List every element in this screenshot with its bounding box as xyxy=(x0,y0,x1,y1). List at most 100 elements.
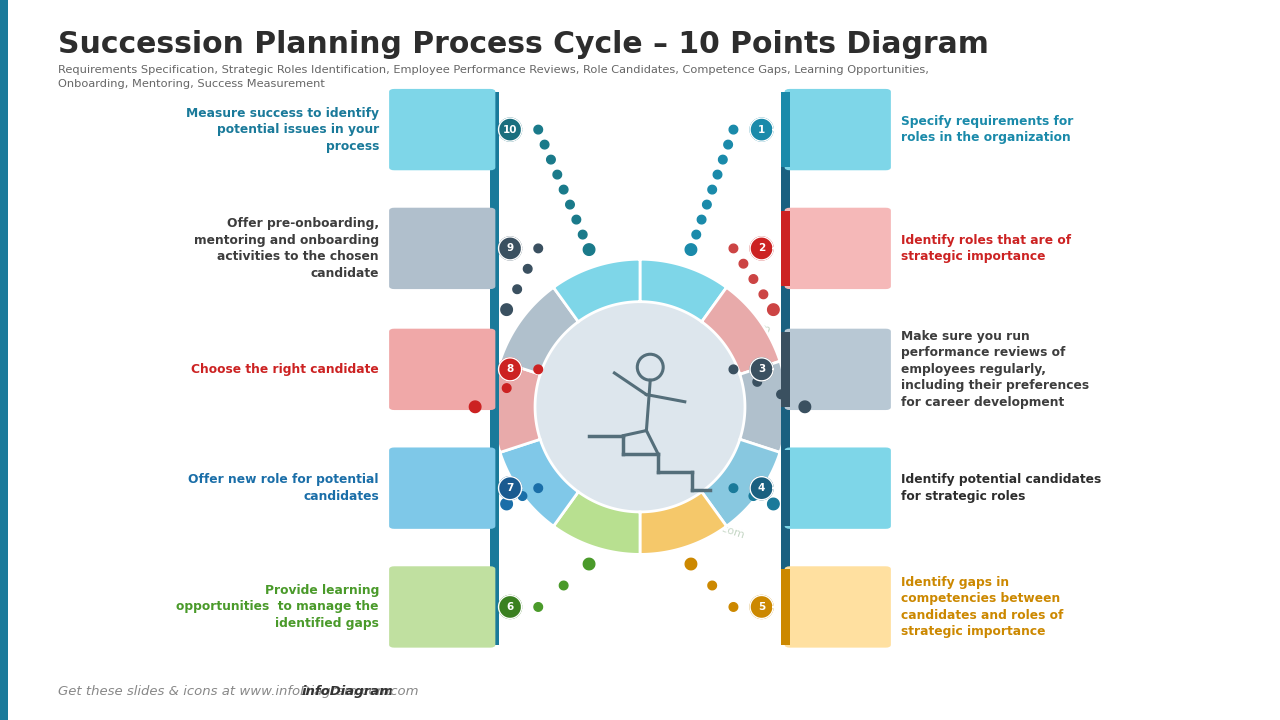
FancyBboxPatch shape xyxy=(785,328,891,410)
Polygon shape xyxy=(777,390,786,399)
Text: © infoDiagram.com: © infoDiagram.com xyxy=(663,292,771,335)
Polygon shape xyxy=(730,484,737,492)
Polygon shape xyxy=(553,259,640,322)
Text: 9: 9 xyxy=(507,243,513,253)
Polygon shape xyxy=(534,244,543,253)
FancyBboxPatch shape xyxy=(781,569,790,645)
Polygon shape xyxy=(502,500,511,508)
FancyBboxPatch shape xyxy=(389,447,495,528)
Text: Offer new role for potential
candidates: Offer new role for potential candidates xyxy=(188,474,379,503)
FancyBboxPatch shape xyxy=(0,0,8,720)
Polygon shape xyxy=(499,477,522,500)
Polygon shape xyxy=(566,200,575,209)
FancyBboxPatch shape xyxy=(781,92,790,167)
Text: 7: 7 xyxy=(507,483,513,493)
FancyBboxPatch shape xyxy=(785,447,891,528)
Polygon shape xyxy=(470,401,481,413)
FancyBboxPatch shape xyxy=(490,92,499,645)
Polygon shape xyxy=(730,603,737,611)
Polygon shape xyxy=(750,237,773,260)
Polygon shape xyxy=(686,559,695,568)
Polygon shape xyxy=(718,156,727,164)
Polygon shape xyxy=(750,118,773,141)
Polygon shape xyxy=(493,361,540,452)
Polygon shape xyxy=(769,305,778,314)
Polygon shape xyxy=(739,259,748,268)
Polygon shape xyxy=(553,171,562,179)
Text: Specify requirements for
roles in the organization: Specify requirements for roles in the or… xyxy=(901,115,1074,144)
Polygon shape xyxy=(513,285,521,294)
Polygon shape xyxy=(534,365,543,374)
Polygon shape xyxy=(585,559,594,568)
Polygon shape xyxy=(730,125,737,134)
Polygon shape xyxy=(685,244,696,256)
Polygon shape xyxy=(534,125,543,134)
Ellipse shape xyxy=(532,300,748,514)
Text: 2: 2 xyxy=(758,243,765,253)
Polygon shape xyxy=(701,439,780,526)
Polygon shape xyxy=(800,402,809,411)
Polygon shape xyxy=(749,275,758,284)
Polygon shape xyxy=(640,259,727,322)
Polygon shape xyxy=(750,358,773,381)
Polygon shape xyxy=(750,595,773,618)
Polygon shape xyxy=(500,304,512,315)
Polygon shape xyxy=(499,358,522,381)
Polygon shape xyxy=(753,377,762,386)
Polygon shape xyxy=(759,290,768,299)
Polygon shape xyxy=(559,185,568,194)
Text: Make sure you run
performance reviews of
employees regularly,
including their pr: Make sure you run performance reviews of… xyxy=(901,330,1089,409)
Polygon shape xyxy=(584,244,595,256)
Text: Identify potential candidates
for strategic roles: Identify potential candidates for strate… xyxy=(901,474,1101,503)
Polygon shape xyxy=(540,140,549,149)
Polygon shape xyxy=(724,140,732,149)
Polygon shape xyxy=(713,171,722,179)
Polygon shape xyxy=(499,237,522,260)
Text: 10: 10 xyxy=(503,125,517,135)
FancyBboxPatch shape xyxy=(781,451,790,526)
Text: 4: 4 xyxy=(758,483,765,493)
Polygon shape xyxy=(534,484,543,492)
Polygon shape xyxy=(768,304,780,315)
Polygon shape xyxy=(503,384,511,392)
Polygon shape xyxy=(685,558,696,570)
Text: Identify roles that are of
strategic importance: Identify roles that are of strategic imp… xyxy=(901,234,1071,263)
Polygon shape xyxy=(769,500,778,508)
Polygon shape xyxy=(500,498,512,510)
Text: 3: 3 xyxy=(758,364,765,374)
Polygon shape xyxy=(524,264,532,273)
Polygon shape xyxy=(749,492,758,500)
Text: 1: 1 xyxy=(758,125,765,135)
Polygon shape xyxy=(579,230,588,239)
Polygon shape xyxy=(499,118,522,141)
Polygon shape xyxy=(701,287,780,374)
Polygon shape xyxy=(547,156,556,164)
Text: © infoDiagram.com: © infoDiagram.com xyxy=(637,497,745,540)
Text: .com: .com xyxy=(387,685,419,698)
Polygon shape xyxy=(499,595,522,618)
Polygon shape xyxy=(518,492,527,500)
Polygon shape xyxy=(703,200,712,209)
Text: Succession Planning Process Cycle – 10 Points Diagram: Succession Planning Process Cycle – 10 P… xyxy=(58,30,988,59)
Polygon shape xyxy=(686,246,695,254)
Polygon shape xyxy=(500,439,579,526)
Text: Get these slides & icons at www.infoDiagram.com: Get these slides & icons at www.infoDiag… xyxy=(58,685,389,698)
FancyBboxPatch shape xyxy=(781,210,790,286)
FancyBboxPatch shape xyxy=(389,207,495,289)
Text: infoDiagram: infoDiagram xyxy=(302,685,394,698)
Polygon shape xyxy=(708,581,717,590)
Text: Offer pre-onboarding,
mentoring and onboarding
activities to the chosen
candidat: Offer pre-onboarding, mentoring and onbo… xyxy=(193,217,379,279)
FancyBboxPatch shape xyxy=(781,92,790,645)
Polygon shape xyxy=(740,361,787,452)
FancyBboxPatch shape xyxy=(389,566,495,648)
Polygon shape xyxy=(559,581,568,590)
Polygon shape xyxy=(768,498,780,510)
Polygon shape xyxy=(730,244,737,253)
Text: 8: 8 xyxy=(507,364,513,374)
Polygon shape xyxy=(553,492,640,554)
FancyBboxPatch shape xyxy=(389,328,495,410)
Polygon shape xyxy=(471,402,480,411)
Polygon shape xyxy=(534,603,543,611)
Polygon shape xyxy=(708,185,717,194)
FancyBboxPatch shape xyxy=(785,89,891,171)
